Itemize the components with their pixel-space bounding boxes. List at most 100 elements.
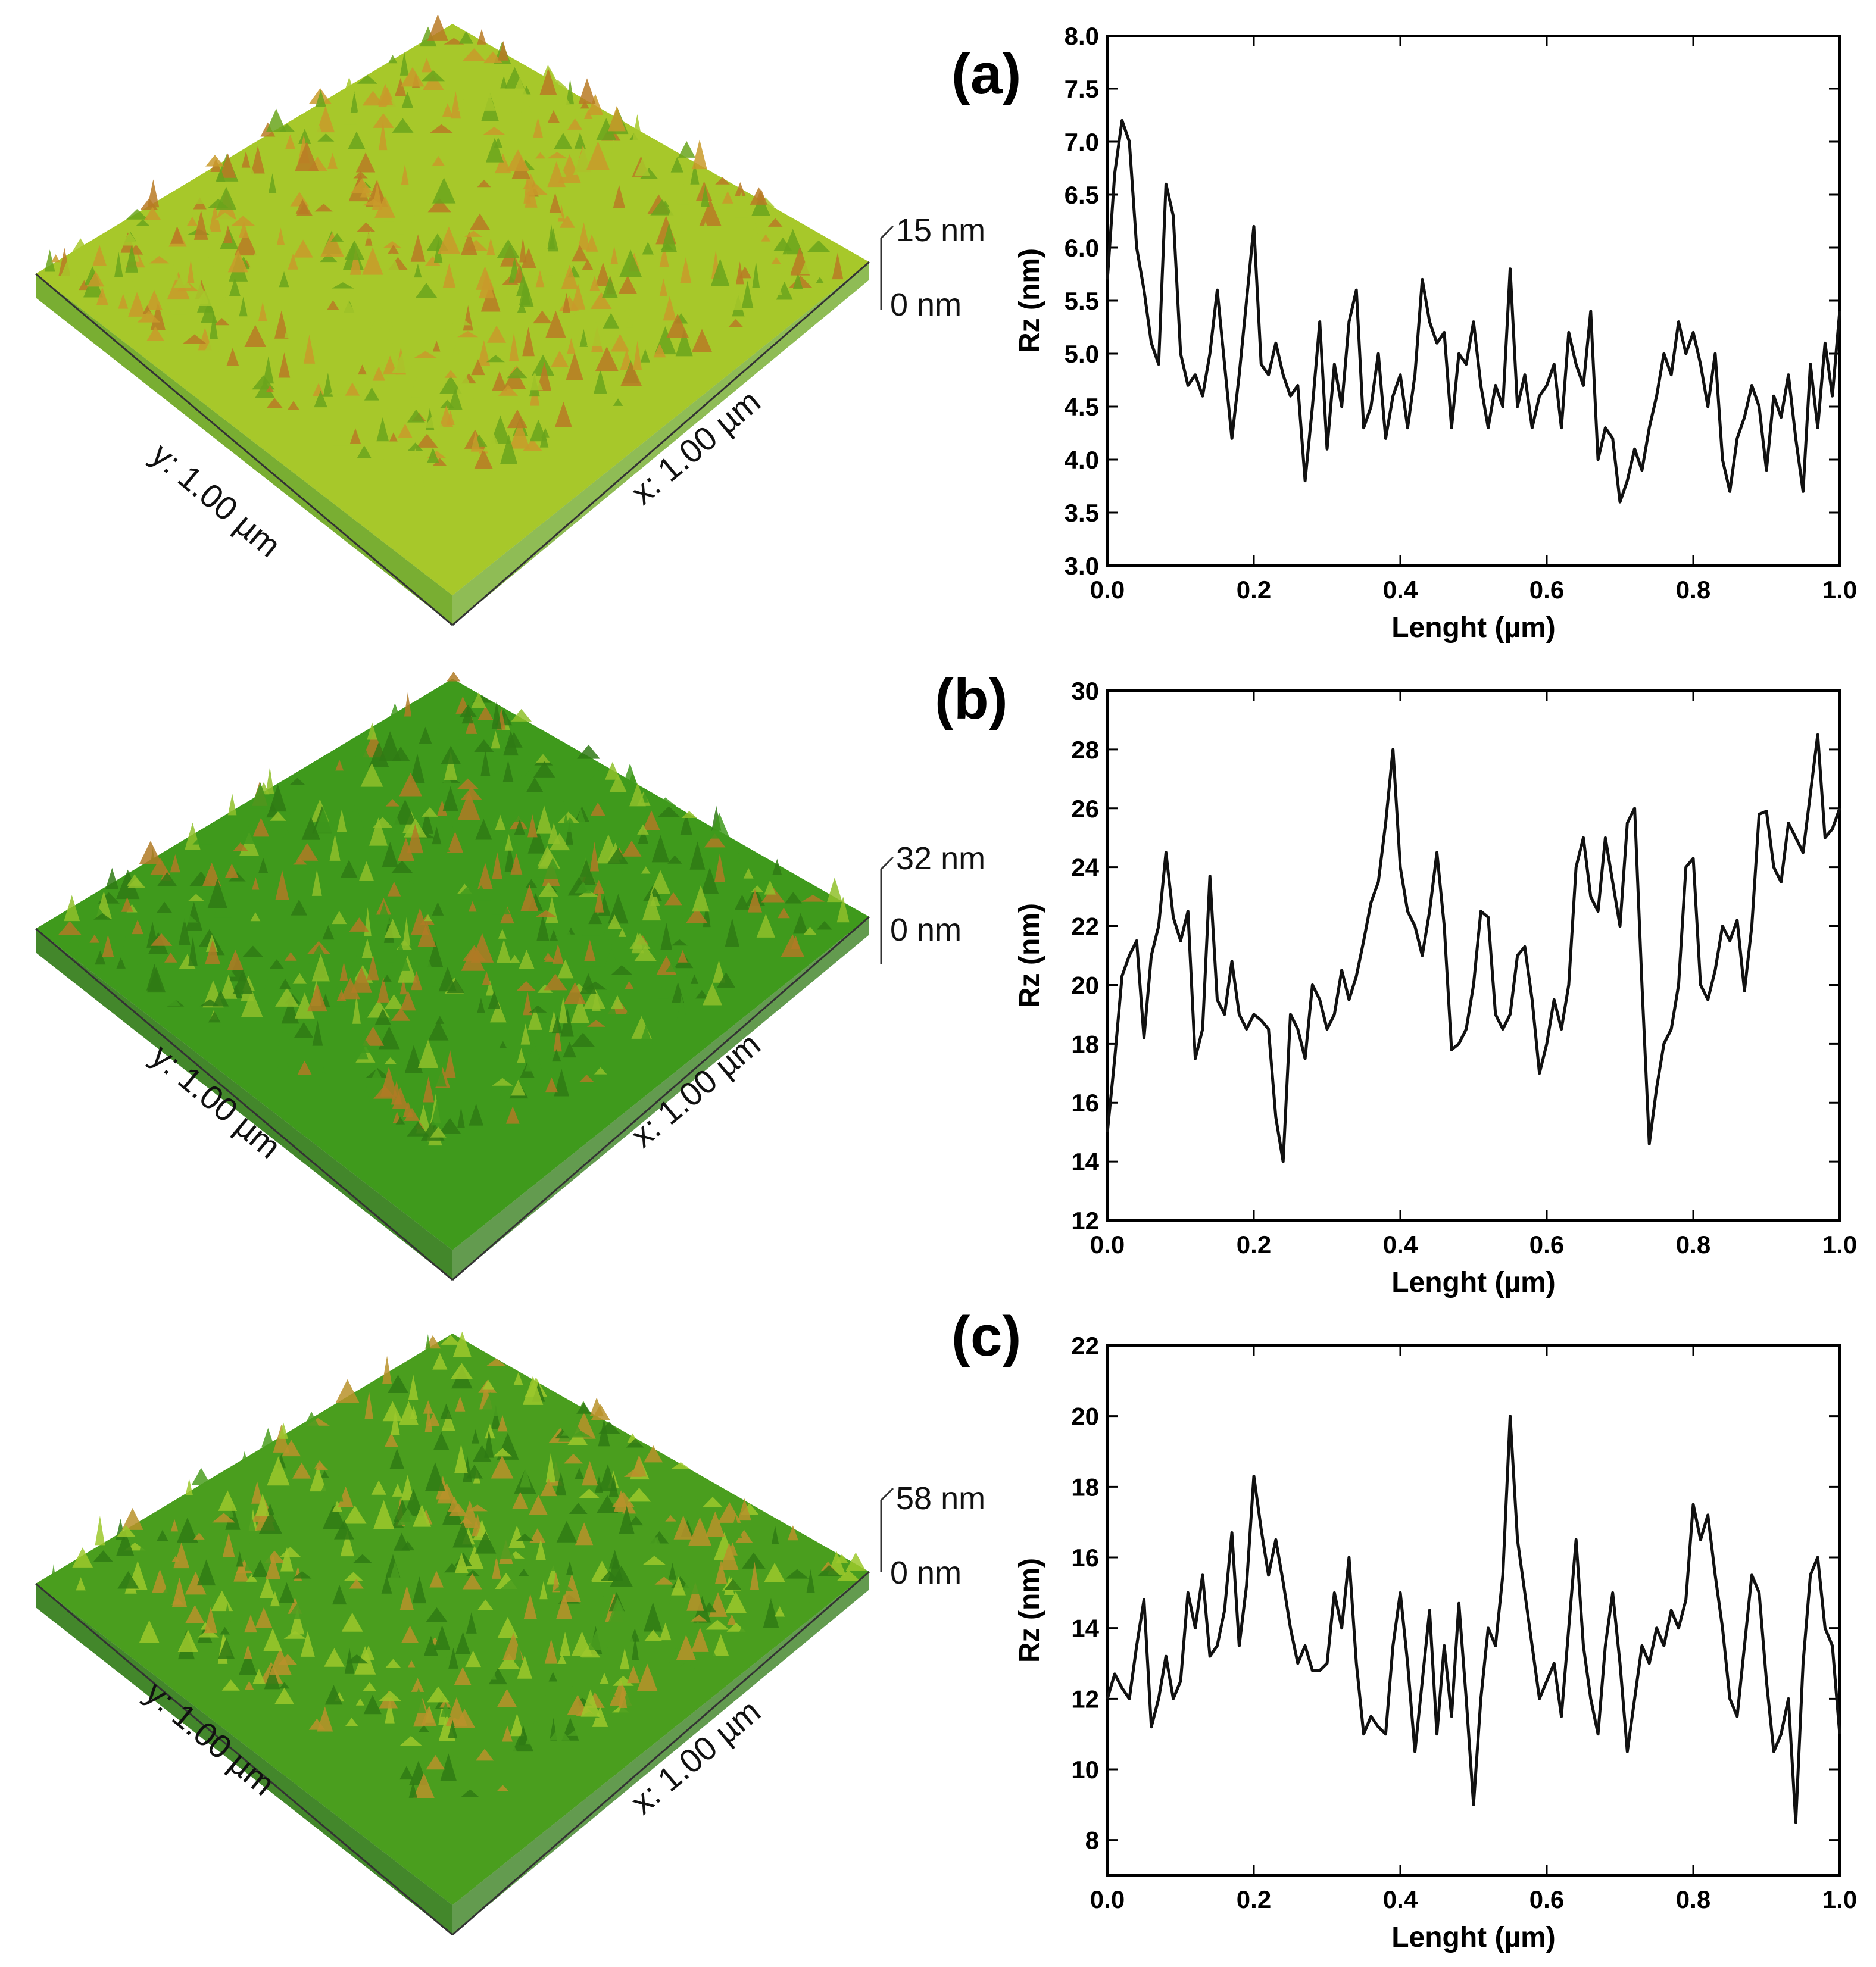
surface-peak <box>462 48 486 61</box>
surface-peak <box>513 1372 523 1385</box>
surface-peak <box>452 345 460 357</box>
surface-peak <box>728 319 744 327</box>
y-axis-label: Rz (nm) <box>1014 903 1045 1008</box>
surface-peak <box>710 258 730 286</box>
surface-peak <box>627 1488 651 1502</box>
surface-peak <box>593 369 607 394</box>
surface-peak <box>563 1041 576 1058</box>
surface-peak <box>562 292 571 313</box>
surface-peak <box>286 1603 308 1619</box>
surface-peak <box>364 387 380 401</box>
surface-peak <box>373 113 394 128</box>
surface-peak <box>226 348 239 366</box>
surface-peak <box>399 978 407 995</box>
surface-peak <box>461 706 474 724</box>
x-axis-label: Lenght (µm) <box>1391 612 1556 643</box>
surface-peak <box>319 1067 329 1086</box>
y-axis-label: Rz (nm) <box>1014 248 1045 353</box>
y-tick-label: 8 <box>1085 1826 1099 1854</box>
surface-peak <box>171 1556 180 1562</box>
surface-peak <box>641 866 651 874</box>
surface-peak <box>344 114 357 125</box>
surface-peak <box>623 236 635 250</box>
surface-peak <box>268 173 277 193</box>
surface-peak <box>514 1598 526 1606</box>
surface-peak <box>379 731 401 761</box>
surface-peak <box>571 1032 595 1047</box>
surface-peak <box>332 282 354 289</box>
surface-peak <box>383 97 404 110</box>
surface-peak <box>239 296 248 317</box>
surface-peak <box>426 1754 445 1770</box>
surface-peak <box>421 70 445 82</box>
surface-peak <box>427 1530 442 1548</box>
surface-peak <box>385 1659 401 1669</box>
surface-peak <box>114 252 123 277</box>
surface-peak <box>523 1594 537 1619</box>
surface-peak <box>212 1513 236 1523</box>
surface-peak <box>535 152 546 159</box>
surface-peak <box>384 1432 398 1447</box>
surface-peak <box>518 1725 529 1746</box>
surface-peak <box>414 1728 435 1738</box>
surface-peak <box>427 14 448 41</box>
surface-peak <box>548 1726 570 1741</box>
surface-peak <box>756 913 776 938</box>
surface-peak <box>305 1529 326 1543</box>
surface-peak <box>438 1117 461 1134</box>
surface-peak <box>576 859 596 885</box>
surface-peak <box>450 1363 473 1379</box>
surface-peak <box>535 910 557 917</box>
surface-peak <box>332 433 351 446</box>
surface-peak <box>519 950 535 969</box>
surface-peak <box>465 1650 482 1668</box>
surface-peak <box>433 1625 451 1650</box>
surface-peak <box>252 817 270 837</box>
surface-peak <box>344 77 355 94</box>
surface-peak <box>675 906 683 921</box>
surface-peak <box>427 1686 450 1703</box>
surface-peak <box>219 153 236 178</box>
surface-peak <box>548 1672 558 1682</box>
surface-peak <box>283 1631 307 1639</box>
surface-peak <box>636 1044 646 1052</box>
surface-peak <box>436 721 446 736</box>
surface-peak <box>146 289 163 310</box>
surface-peak <box>391 1080 402 1105</box>
surface-peak <box>349 428 361 444</box>
surface-peak <box>269 1647 292 1675</box>
surface-peak <box>529 1005 547 1013</box>
surface-peak <box>150 858 170 875</box>
surface-peak <box>604 1685 616 1697</box>
surface-peak <box>402 1101 414 1117</box>
surface-peak <box>285 134 295 149</box>
surface-peak <box>283 1510 297 1523</box>
surface-peak <box>399 1766 414 1780</box>
surface-peak <box>292 1462 311 1479</box>
surface-peak <box>345 1718 358 1726</box>
z-axis-tick <box>880 1487 894 1501</box>
surface-peak <box>385 808 402 828</box>
surface-peak <box>392 118 414 133</box>
surface-peak <box>477 179 491 188</box>
surface-peak <box>293 858 308 865</box>
surface-peak <box>241 990 263 1017</box>
surface-peak <box>120 936 130 960</box>
surface-peak <box>633 341 642 370</box>
surface-peak <box>118 294 129 309</box>
surface-peak <box>545 1453 556 1483</box>
surface-peak <box>514 1641 523 1663</box>
surface-peak <box>582 258 594 270</box>
surface-peak <box>486 1358 507 1366</box>
surface-peak <box>787 1525 798 1541</box>
x-tick-label: 0.6 <box>1529 1885 1564 1913</box>
surface-peak <box>406 107 427 116</box>
surface-peak <box>671 939 688 946</box>
surface-peak <box>610 246 619 264</box>
surface-peak <box>577 744 600 759</box>
surface-peak <box>116 957 126 969</box>
surface-peak <box>327 152 338 169</box>
surface-peak <box>505 1106 520 1124</box>
surface-peak <box>147 179 160 208</box>
surface-peak <box>483 126 505 135</box>
